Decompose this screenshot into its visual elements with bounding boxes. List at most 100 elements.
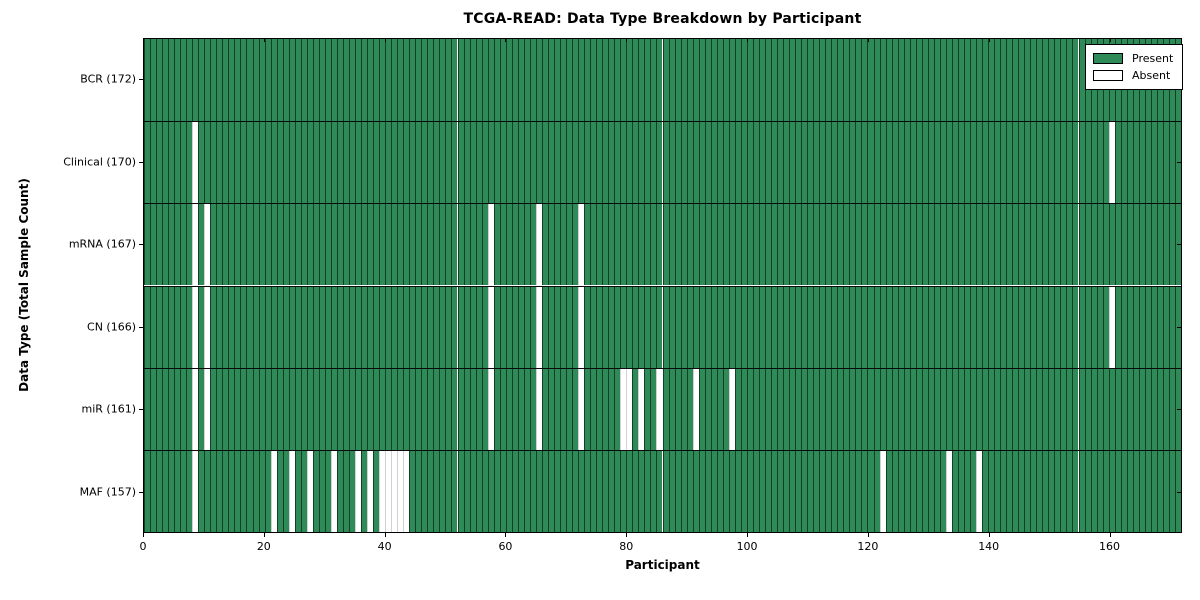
matrix-cell — [602, 122, 609, 204]
matrix-cell — [608, 122, 615, 204]
matrix-cell — [553, 39, 560, 122]
matrix-cell — [560, 368, 567, 450]
matrix-cell — [288, 122, 295, 204]
matrix-cell — [421, 122, 428, 204]
matrix-cell — [843, 286, 850, 368]
matrix-cell — [433, 122, 440, 204]
matrix-cell — [722, 286, 729, 368]
matrix-cell — [493, 122, 500, 204]
matrix-cell — [843, 368, 850, 450]
x-tick-label: 0 — [139, 540, 147, 553]
matrix-cell — [927, 368, 934, 450]
matrix-cell — [945, 450, 952, 532]
matrix-cell — [330, 286, 337, 368]
matrix-cell — [891, 368, 898, 450]
matrix-cell — [385, 450, 392, 532]
matrix-cell — [572, 39, 579, 122]
y-tick-mirror — [1177, 244, 1181, 246]
matrix-cell — [764, 122, 771, 204]
matrix-cell — [1150, 450, 1157, 532]
matrix-cell — [373, 450, 380, 532]
matrix-cell — [704, 286, 711, 368]
matrix-cell — [1120, 122, 1127, 204]
matrix-cell — [722, 450, 729, 532]
matrix-cell — [680, 286, 687, 368]
matrix-cell — [324, 204, 331, 286]
matrix-cell — [156, 450, 163, 532]
matrix-cell — [324, 39, 331, 122]
matrix-cell — [632, 450, 639, 532]
matrix-cell — [234, 122, 241, 204]
matrix-cell — [373, 286, 380, 368]
matrix-cell — [222, 122, 229, 204]
matrix-cell — [1054, 204, 1061, 286]
matrix-cell — [517, 39, 524, 122]
matrix-cell — [348, 204, 355, 286]
matrix-cell — [385, 368, 392, 450]
matrix-cell — [264, 286, 271, 368]
matrix-cell — [403, 368, 410, 450]
matrix-cell — [523, 286, 530, 368]
matrix-cell — [216, 286, 223, 368]
matrix-cell — [487, 450, 494, 532]
matrix-cell — [1006, 122, 1013, 204]
matrix-cell — [252, 204, 259, 286]
matrix-cell — [746, 122, 753, 204]
matrix-cell — [584, 450, 591, 532]
x-tick-mirror — [263, 38, 265, 42]
matrix-cell — [451, 204, 458, 286]
matrix-cell — [264, 39, 271, 122]
matrix-cell — [939, 450, 946, 532]
matrix-cell — [451, 122, 458, 204]
matrix-cell — [988, 368, 995, 450]
x-tick-label: 100 — [736, 540, 758, 553]
matrix-cell — [246, 39, 253, 122]
matrix-cell — [873, 368, 880, 450]
matrix-cell — [481, 204, 488, 286]
matrix-cell — [222, 450, 229, 532]
matrix-cell — [409, 204, 416, 286]
matrix-cell — [336, 368, 343, 450]
matrix-cell — [1072, 39, 1079, 122]
matrix-cell — [463, 39, 470, 122]
matrix-cell — [686, 450, 693, 532]
matrix-cell — [861, 450, 868, 532]
matrix-cell — [1024, 286, 1031, 368]
matrix-cell — [837, 39, 844, 122]
y-axis-label: Data Type (Total Sample Count) — [17, 178, 31, 392]
matrix-cell — [704, 368, 711, 450]
matrix-cell — [421, 286, 428, 368]
matrix-cell — [982, 122, 989, 204]
y-tick — [139, 161, 143, 163]
matrix-cell — [783, 450, 790, 532]
matrix-cell — [1000, 450, 1007, 532]
matrix-cell — [379, 204, 386, 286]
matrix-cell — [547, 368, 554, 450]
matrix-cell — [342, 204, 349, 286]
matrix-cell — [487, 204, 494, 286]
matrix-cell — [391, 368, 398, 450]
matrix-cell — [523, 368, 530, 450]
matrix-cell — [879, 204, 886, 286]
matrix-cell — [397, 39, 404, 122]
matrix-cell — [957, 286, 964, 368]
matrix-cell — [885, 122, 892, 204]
matrix-cell — [421, 368, 428, 450]
matrix-cell — [734, 368, 741, 450]
y-tick-mirror — [1177, 491, 1181, 493]
matrix-cell — [1102, 368, 1109, 450]
matrix-cell — [1018, 368, 1025, 450]
y-tick-mirror — [1177, 161, 1181, 163]
matrix-cell — [210, 368, 217, 450]
matrix-cell — [861, 286, 868, 368]
matrix-cell — [336, 39, 343, 122]
matrix-cell — [1018, 286, 1025, 368]
matrix-cell — [1060, 122, 1067, 204]
matrix-cell — [433, 368, 440, 450]
matrix-cell — [632, 39, 639, 122]
matrix-cell — [553, 450, 560, 532]
matrix-cell — [541, 450, 548, 532]
matrix-cell — [951, 122, 958, 204]
matrix-cell — [994, 450, 1001, 532]
matrix-cell — [982, 368, 989, 450]
